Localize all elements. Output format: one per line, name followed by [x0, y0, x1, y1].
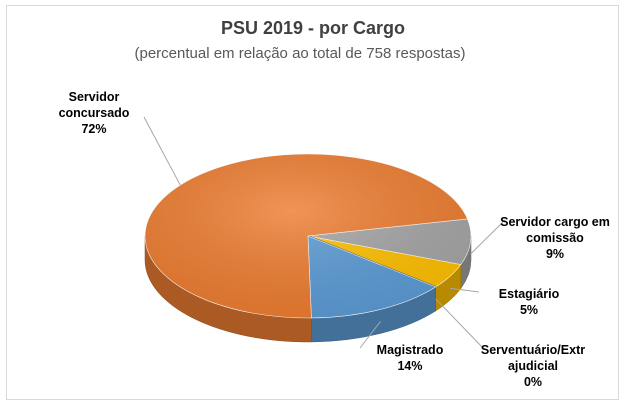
leader-line-magistrado: [359, 321, 381, 349]
leader-line-servidor-concursado: [143, 116, 181, 186]
pie-top-shading: [145, 154, 471, 318]
chart-title: PSU 2019 - por Cargo: [221, 18, 405, 38]
leader-line-servidor-cargo-em-comissao: [470, 219, 506, 255]
slice-label-serventuario-extr-ajudicial: Serventuário/Extr ajudicial 0%: [481, 343, 585, 389]
leader-line-estagiario: [449, 287, 480, 293]
slice-label-estagiario: Estagiário 5%: [499, 287, 560, 317]
slice-label-servidor-cargo-em-comissao: Servidor cargo em comissão 9%: [500, 215, 610, 261]
leader-lines: [143, 116, 506, 349]
pie-tops: [144, 153, 472, 319]
slice-labels: Servidor cargo em comissão 9% Estagiário 5% S…: [59, 90, 610, 389]
slice-label-magistrado: Magistrado 14%: [377, 343, 444, 373]
slice-label-servidor-concursado: Servidor concursado 72%: [59, 90, 130, 136]
chart-subtitle: (percentual em relação ao total de 758 r…: [134, 45, 465, 62]
leader-line-serventuario-extr-ajudicial: [435, 298, 484, 349]
